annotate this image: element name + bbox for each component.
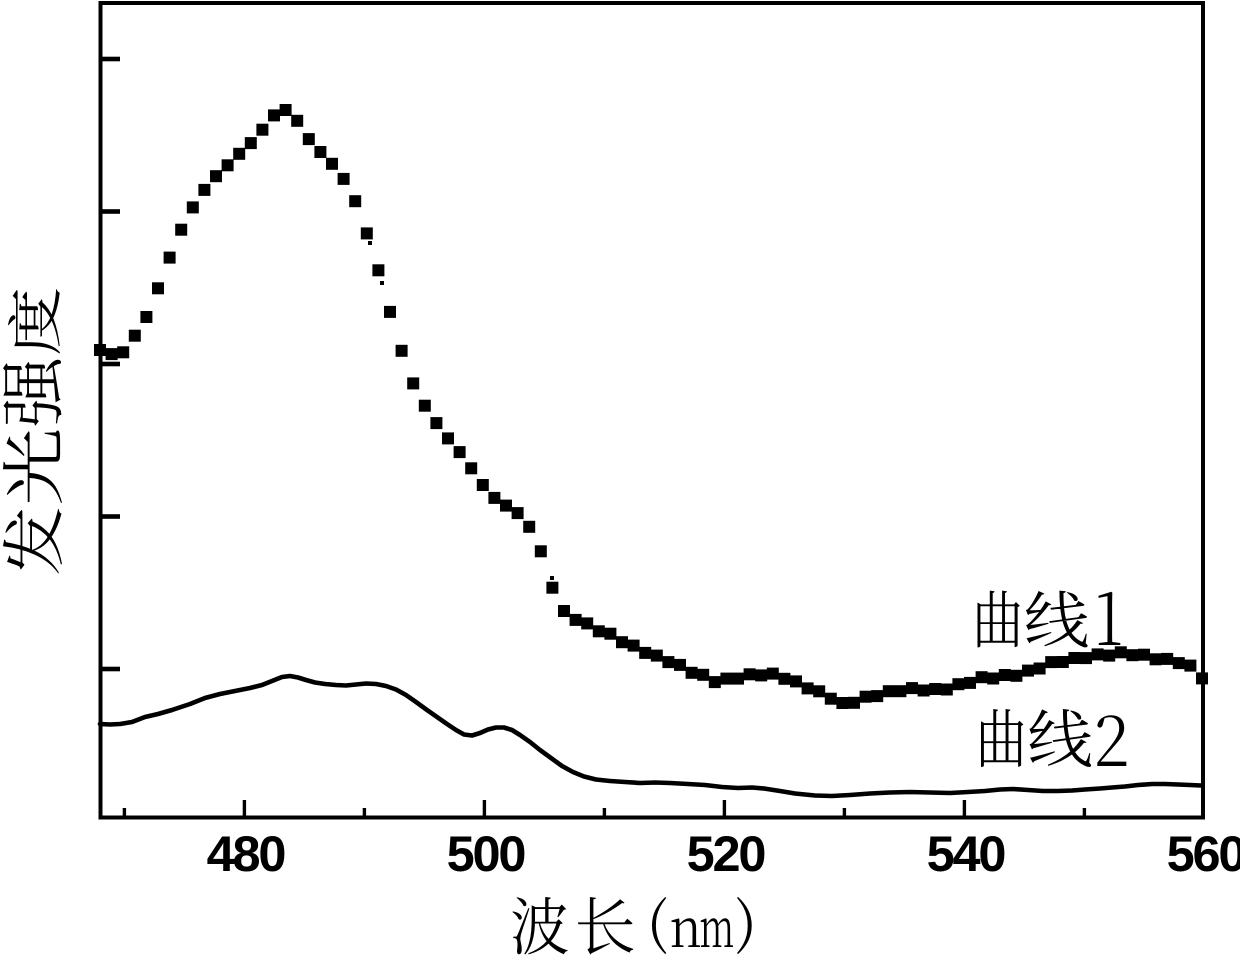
svg-text:520: 520 bbox=[687, 825, 766, 882]
svg-text:540: 540 bbox=[927, 825, 1006, 882]
svg-text:480: 480 bbox=[207, 825, 286, 882]
svg-text:500: 500 bbox=[447, 825, 526, 882]
svg-text:560: 560 bbox=[1167, 825, 1240, 882]
